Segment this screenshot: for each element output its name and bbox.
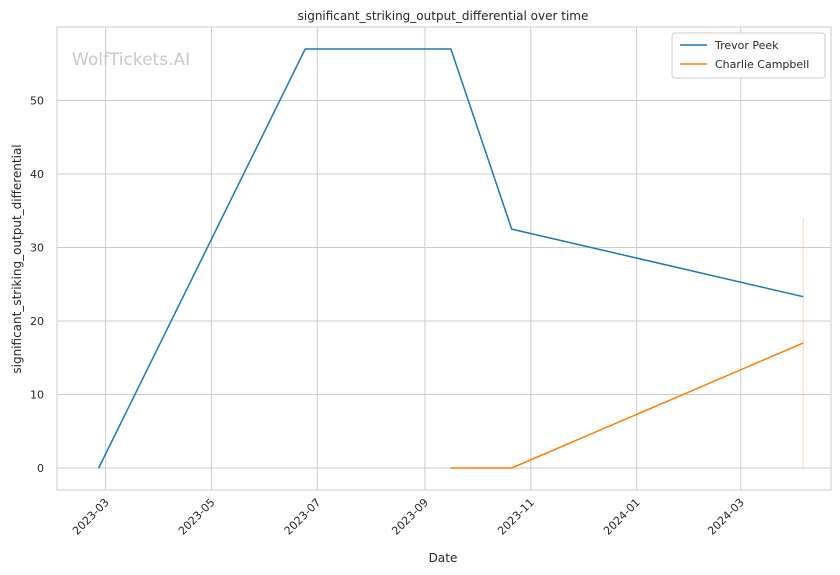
y-tick-label: 40 [30, 168, 44, 181]
plot-area [56, 26, 832, 491]
x-tick-label: 2024-03 [705, 496, 747, 538]
y-tick-label: 50 [30, 94, 44, 107]
series-line-charlie-campbell [450, 342, 804, 469]
x-tick-label: 2023-07 [282, 496, 324, 538]
y-tick-label: 10 [30, 388, 44, 401]
x-tick-label: 2023-09 [389, 496, 431, 538]
x-tick-label: 2023-11 [495, 496, 537, 538]
series-layer [98, 48, 804, 469]
x-ticks: 2023-03 2023-05 2023-07 2023-09 2023-11 2024-… [70, 496, 747, 538]
watermark: WolfTickets.AI [72, 50, 190, 70]
legend-label: Charlie Campbell [715, 58, 809, 71]
x-tick-label: 2024-01 [601, 496, 643, 538]
legend: Trevor Peek Charlie Campbell [671, 32, 826, 79]
y-ticks: 0 10 20 30 40 50 [30, 94, 44, 474]
chart-title: significant_striking_output_differential… [298, 9, 589, 23]
x-tick-label: 2023-03 [70, 496, 112, 538]
x-tick-label: 2023-05 [176, 496, 218, 538]
y-tick-label: 0 [37, 462, 44, 475]
legend-label: Trevor Peek [714, 39, 779, 52]
y-tick-label: 30 [30, 241, 44, 254]
legend-box [671, 32, 826, 79]
y-axis-title: significant_striking_output_differential [10, 144, 24, 373]
series-line-trevor-peek [98, 48, 804, 469]
x-axis-title: Date [429, 551, 458, 565]
grid [57, 27, 831, 490]
y-tick-label: 20 [30, 315, 44, 328]
